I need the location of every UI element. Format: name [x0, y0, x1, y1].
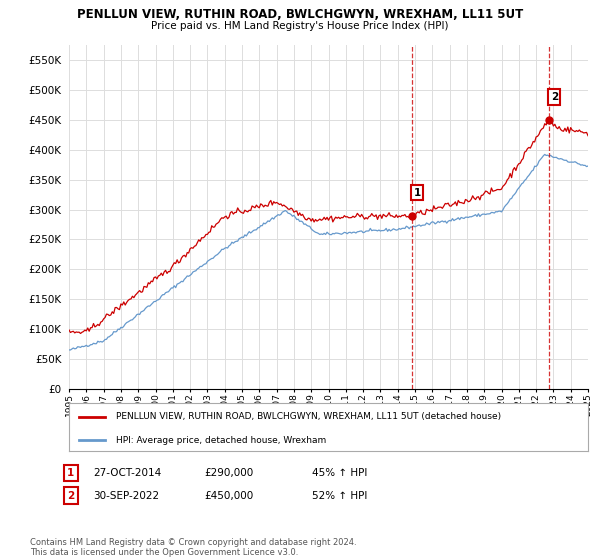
Text: 30-SEP-2022: 30-SEP-2022 — [93, 491, 159, 501]
Text: Price paid vs. HM Land Registry's House Price Index (HPI): Price paid vs. HM Land Registry's House … — [151, 21, 449, 31]
Text: 2: 2 — [67, 491, 74, 501]
Text: 1: 1 — [67, 468, 74, 478]
Text: £290,000: £290,000 — [204, 468, 253, 478]
Text: Contains HM Land Registry data © Crown copyright and database right 2024.
This d: Contains HM Land Registry data © Crown c… — [30, 538, 356, 557]
Text: 2: 2 — [551, 92, 558, 102]
Text: 27-OCT-2014: 27-OCT-2014 — [93, 468, 161, 478]
Text: 52% ↑ HPI: 52% ↑ HPI — [312, 491, 367, 501]
Text: 45% ↑ HPI: 45% ↑ HPI — [312, 468, 367, 478]
Text: £450,000: £450,000 — [204, 491, 253, 501]
Text: PENLLUN VIEW, RUTHIN ROAD, BWLCHGWYN, WREXHAM, LL11 5UT (detached house): PENLLUN VIEW, RUTHIN ROAD, BWLCHGWYN, WR… — [116, 412, 501, 421]
Text: HPI: Average price, detached house, Wrexham: HPI: Average price, detached house, Wrex… — [116, 436, 326, 445]
Text: PENLLUN VIEW, RUTHIN ROAD, BWLCHGWYN, WREXHAM, LL11 5UT: PENLLUN VIEW, RUTHIN ROAD, BWLCHGWYN, WR… — [77, 8, 523, 21]
Text: 1: 1 — [413, 188, 421, 198]
